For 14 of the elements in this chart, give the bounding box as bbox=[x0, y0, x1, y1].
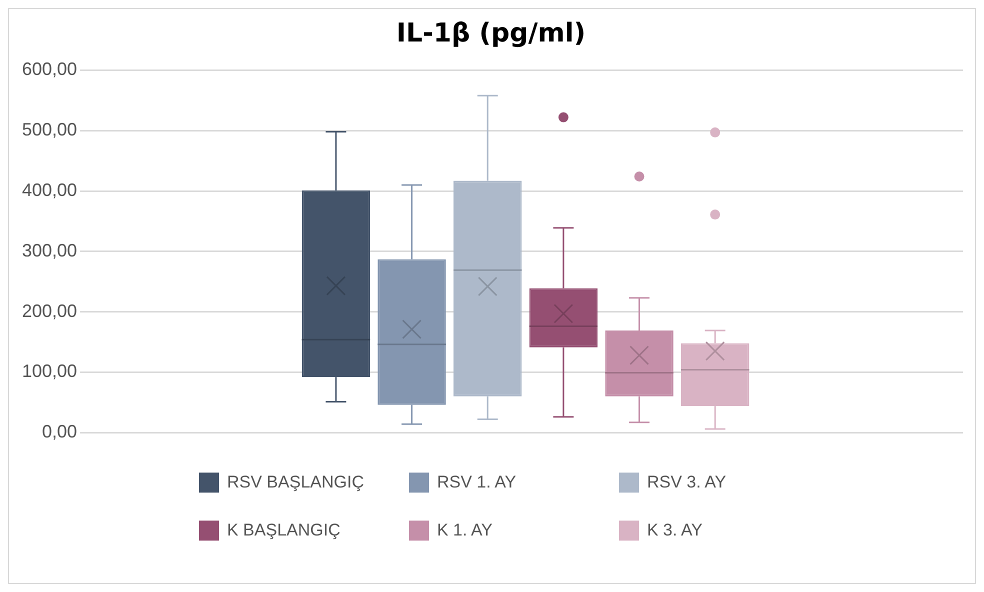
y-tick-label: 400,00 bbox=[22, 180, 78, 200]
y-tick-label: 600,00 bbox=[22, 59, 78, 80]
legend-label: K 3. AY bbox=[647, 520, 702, 540]
y-tick-label: 300,00 bbox=[22, 240, 78, 260]
y-tick-label: 0,00 bbox=[42, 422, 78, 442]
y-tick-label: 100,00 bbox=[22, 361, 78, 382]
legend-label: RSV 1. AY bbox=[437, 472, 516, 492]
legend-label: RSV 3. AY bbox=[647, 472, 726, 492]
legend-label: K 1. AY bbox=[437, 520, 492, 540]
chart-title: IL-1β (pg/ml) bbox=[396, 18, 586, 48]
legend-label: K BAŞLANGIÇ bbox=[227, 520, 340, 540]
y-tick-label: 500,00 bbox=[22, 120, 78, 140]
legend-label: RSV BAŞLANGIÇ bbox=[227, 472, 364, 492]
y-tick-label: 200,00 bbox=[22, 300, 78, 321]
